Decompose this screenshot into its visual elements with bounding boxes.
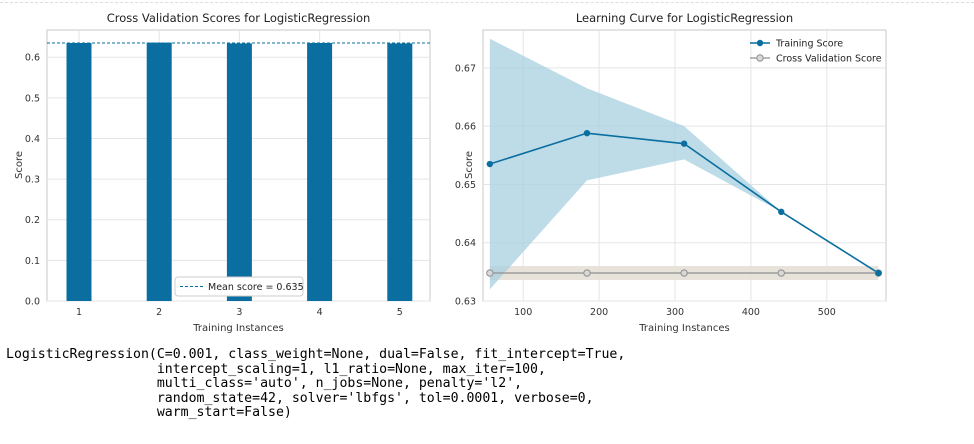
y-tick-label: 0.6	[25, 53, 40, 64]
y-tick-label: 0.2	[25, 215, 40, 226]
cv-score-point	[583, 269, 591, 277]
y-tick-label: 0.0	[25, 297, 40, 308]
training-score-point	[680, 140, 688, 147]
training-score-point	[583, 129, 591, 137]
y-tick-label: 0.4	[25, 134, 40, 145]
y-axis-label: Score	[14, 151, 25, 179]
legend: Training Score Cross Validation Score	[750, 39, 882, 65]
legend-cv-score-label: Cross Validation Score	[776, 54, 882, 65]
legend-mean-score-label: Mean score = 0.635	[208, 282, 304, 293]
learning-curve-chart: 0.63 0.64 0.65 0.66 0.67 100 200 300 400 500 Lea…	[455, 11, 887, 334]
x-tick-label: 5	[397, 307, 403, 318]
cv-score-point	[777, 269, 785, 277]
x-tick-label: 200	[590, 307, 608, 318]
legend-box	[174, 276, 304, 297]
x-axis-label: Training Instances	[638, 323, 729, 334]
x-tick-label: 500	[818, 307, 836, 318]
training-score-point	[875, 269, 882, 277]
x-tick-label: 300	[666, 307, 684, 318]
x-axis-label: Training Instances	[192, 323, 283, 334]
model-repr-output: LogisticRegression(C=0.001, class_weight…	[6, 347, 626, 421]
training-score-point	[778, 208, 785, 216]
top-divider	[0, 2, 974, 3]
legend-training-marker	[756, 39, 764, 47]
bar	[307, 43, 333, 301]
bar	[387, 43, 413, 301]
training-score-band	[489, 38, 879, 290]
x-tick-label: 2	[156, 307, 162, 318]
y-tick-label: 0.64	[455, 238, 476, 249]
bar	[146, 42, 172, 302]
x-tick-label: 3	[236, 307, 242, 318]
chart-title: Learning Curve for LogisticRegression	[576, 11, 793, 25]
y-tick-label: 0.5	[25, 93, 40, 104]
training-score-point	[486, 160, 494, 168]
bar	[226, 43, 252, 301]
x-tick-label: 1	[76, 307, 82, 318]
legend-training-score-label: Training Score	[775, 39, 843, 50]
cv-score-point	[680, 269, 688, 277]
chart-title: Cross Validation Scores for LogisticRegr…	[107, 11, 371, 25]
y-tick-label: 0.3	[25, 175, 40, 186]
y-tick-label: 0.63	[455, 297, 476, 308]
y-tick-label: 0.66	[455, 122, 476, 133]
x-tick-label: 4	[317, 307, 323, 318]
cv-score-point	[486, 269, 494, 277]
x-tick-label: 400	[742, 307, 760, 318]
cv-scores-chart: 0.0 0.1 0.2 0.3 0.4 0.5 0.6 1 2 3 4 5 Cross Valida…	[14, 11, 431, 334]
charts-figure: 0.0 0.1 0.2 0.3 0.4 0.5 0.6 1 2 3 4 5 Cross Valida…	[14, 11, 887, 334]
y-tick-label: 0.1	[25, 256, 40, 267]
legend: Mean score = 0.635	[174, 276, 304, 297]
legend-cv-marker	[756, 54, 764, 62]
bar	[66, 43, 92, 301]
x-tick-label: 100	[514, 307, 532, 318]
y-tick-label: 0.67	[455, 63, 476, 74]
y-tick-label: 0.65	[455, 180, 476, 191]
y-axis-label: Score	[464, 151, 475, 179]
